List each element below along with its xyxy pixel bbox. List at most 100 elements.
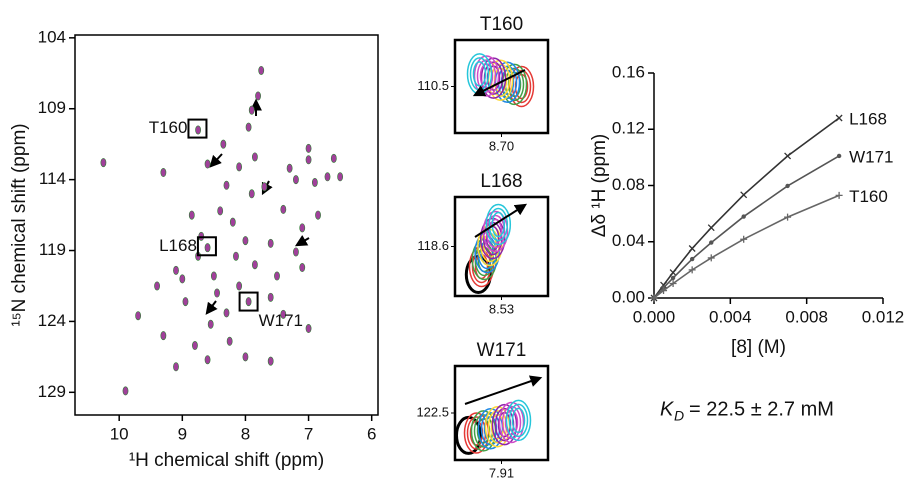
peak	[160, 168, 167, 178]
peak	[223, 308, 230, 318]
point	[670, 275, 676, 281]
peak	[261, 182, 268, 192]
peak	[192, 341, 198, 351]
peak	[274, 271, 280, 281]
y-tick-label: 0.16	[612, 62, 645, 81]
point	[660, 287, 668, 295]
y-axis-label: Δδ ¹H (ppm)	[589, 134, 610, 238]
peak	[207, 319, 214, 329]
peak	[267, 356, 274, 366]
annotation: L168	[159, 236, 197, 255]
x-tick-label: 0.004	[709, 307, 752, 326]
series-label: T160	[849, 187, 888, 206]
peak	[236, 281, 243, 291]
peak	[248, 189, 255, 199]
x-tick-label: 0.000	[633, 307, 676, 326]
peak	[293, 247, 299, 257]
plot-frame	[74, 34, 379, 416]
peak	[173, 362, 179, 372]
series-line	[653, 155, 840, 299]
inset-contours	[455, 399, 532, 455]
inset-title: W171	[477, 340, 527, 361]
x-axis-label: [8] (M)	[731, 337, 786, 358]
peak	[204, 355, 211, 365]
y-tick-label: 0.08	[612, 175, 645, 194]
peak	[245, 122, 252, 132]
x-tick-label: 8.70	[489, 138, 514, 153]
point	[689, 256, 695, 262]
contour	[491, 403, 518, 446]
series-label: L168	[849, 109, 887, 128]
peak	[100, 158, 107, 168]
shift-arrow	[474, 203, 528, 238]
inset-contours	[464, 203, 512, 294]
peak	[217, 206, 224, 216]
y-tick-label: 104	[38, 27, 66, 46]
peak	[245, 297, 252, 307]
point	[784, 152, 792, 160]
x-tick-label: 0.008	[785, 307, 828, 326]
peak	[255, 91, 261, 101]
peak	[135, 311, 142, 321]
peak	[229, 217, 236, 227]
peak-box	[196, 236, 217, 257]
y-tick-label: 0.12	[612, 119, 645, 138]
point	[835, 191, 843, 199]
peak	[299, 263, 306, 273]
y-tick-label: 114	[39, 169, 66, 188]
contour	[491, 211, 506, 238]
peak	[204, 159, 211, 169]
peak	[280, 204, 287, 214]
x-tick-label: 8.53	[489, 301, 514, 316]
y-tick-label: 109	[38, 98, 66, 117]
peak	[267, 292, 274, 302]
contour	[501, 405, 522, 440]
peak	[324, 172, 331, 182]
peak	[305, 143, 312, 153]
peak	[182, 297, 189, 307]
annotation: W171	[259, 311, 303, 330]
contour	[473, 55, 500, 97]
peak	[337, 172, 344, 182]
point	[784, 213, 792, 221]
x-tick-label: 6	[367, 424, 376, 443]
peak	[210, 271, 217, 281]
peak	[252, 152, 258, 162]
point	[669, 280, 677, 288]
contour	[511, 407, 526, 434]
peak	[293, 175, 299, 185]
hsqc-arrows	[205, 98, 310, 315]
y-tick-label: 129	[38, 382, 66, 401]
y-tick-label: 119	[39, 240, 66, 259]
peak	[173, 265, 179, 275]
peak	[220, 139, 227, 149]
x-tick-label: 9	[178, 424, 187, 443]
x-tick-label: 10	[110, 424, 129, 443]
series-line	[653, 194, 840, 299]
peak	[305, 324, 312, 334]
x-tick-label: 0.012	[862, 307, 905, 326]
x-tick-label: 8	[241, 424, 250, 443]
y-tick-label: 110.5	[417, 78, 449, 93]
peak	[242, 236, 249, 246]
peak	[154, 281, 160, 291]
shift-arrow	[472, 69, 526, 97]
y-tick-label: 0.04	[612, 231, 645, 250]
kd-text: = 22.5 ± 2.7 mM	[689, 398, 834, 420]
peak-box	[187, 118, 208, 139]
point	[707, 254, 715, 262]
peak	[299, 223, 306, 233]
x-tick-label: 7	[304, 424, 313, 443]
series-label: W171	[849, 147, 893, 166]
peak	[286, 163, 293, 173]
point	[709, 240, 714, 245]
point	[740, 235, 748, 243]
point	[836, 153, 842, 159]
peak	[315, 210, 321, 220]
peak	[188, 210, 195, 220]
peak	[233, 251, 239, 261]
contour	[476, 59, 497, 93]
point	[707, 224, 715, 232]
y-axis-label: ¹⁵N chemical shift (ppm)	[9, 123, 30, 326]
